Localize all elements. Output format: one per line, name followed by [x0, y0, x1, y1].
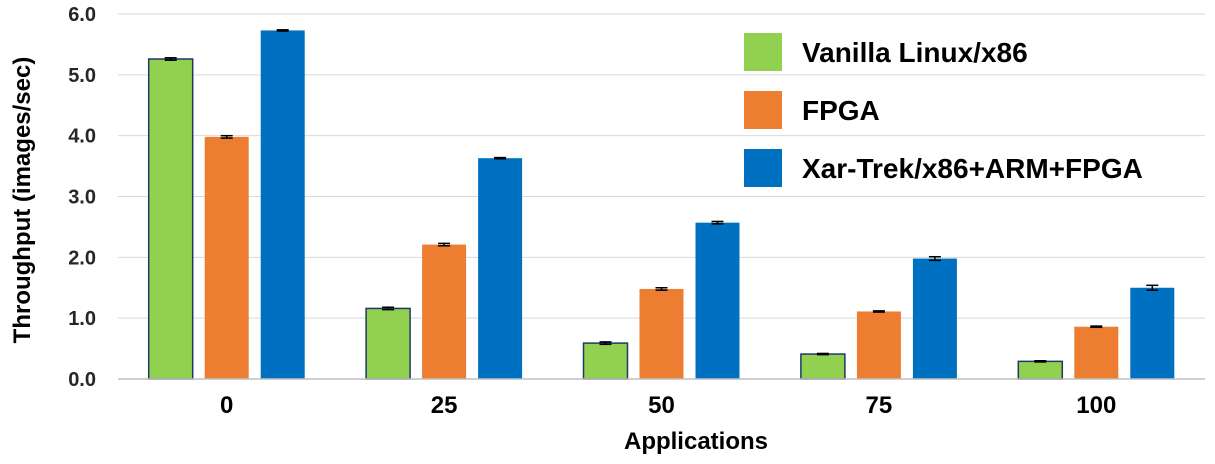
- y-tick-label: 6.0: [68, 4, 96, 26]
- y-axis-title: Throughput (images/sec): [9, 57, 36, 344]
- x-tick-label: 25: [431, 392, 458, 419]
- legend-entry: FPGA: [744, 91, 880, 129]
- bar: [204, 136, 249, 379]
- bar: [365, 307, 411, 380]
- bar: [856, 311, 901, 379]
- legend: Vanilla Linux/x86 FPGA Xar-Trek/x86+ARM+FP…: [744, 33, 1143, 187]
- error-bars: [164, 29, 1159, 363]
- bar: [1074, 326, 1119, 379]
- legend-entry: Xar-Trek/x86+ARM+FPGA: [744, 149, 1143, 187]
- bar: [912, 258, 957, 379]
- x-tick-label: 100: [1076, 392, 1116, 419]
- x-tick-labels: 0 25 50 75 100: [220, 392, 1116, 419]
- bar: [800, 353, 846, 380]
- legend-swatch: [744, 91, 782, 129]
- legend-entry: Vanilla Linux/x86: [744, 33, 1028, 71]
- x-tick-label: 50: [648, 392, 675, 419]
- bar: [147, 58, 194, 380]
- bar: [1017, 360, 1064, 380]
- legend-label: Xar-Trek/x86+ARM+FPGA: [802, 153, 1143, 184]
- error-bar: [816, 352, 829, 356]
- y-tick-labels: 0.0 1.0 2.0 3.0 4.0 5.0 6.0: [68, 4, 96, 391]
- y-tick-label: 0.0: [68, 369, 96, 391]
- error-bar: [276, 29, 289, 32]
- error-bar: [220, 134, 233, 139]
- error-bar: [164, 57, 177, 61]
- error-bar: [1090, 325, 1103, 329]
- y-tick-label: 3.0: [68, 187, 96, 209]
- legend-swatch: [744, 149, 782, 187]
- bars: [147, 30, 1175, 380]
- error-bar: [872, 310, 885, 313]
- bar: [639, 288, 684, 379]
- bar: [582, 342, 629, 380]
- error-bar: [1034, 360, 1047, 363]
- error-bar: [1146, 284, 1159, 291]
- x-tick-label: 0: [220, 392, 233, 419]
- legend-label: FPGA: [802, 95, 880, 126]
- legend-swatch: [744, 33, 782, 71]
- x-tick-label: 75: [866, 392, 893, 419]
- error-bar: [655, 287, 668, 291]
- y-tick-label: 1.0: [68, 308, 96, 330]
- legend-label: Vanilla Linux/x86: [802, 37, 1028, 68]
- x-axis-title: Applications: [624, 428, 768, 455]
- error-bar: [711, 220, 724, 225]
- error-bar: [599, 341, 612, 346]
- error-bar: [382, 306, 395, 311]
- error-bar: [928, 255, 941, 262]
- bar: [1130, 287, 1175, 379]
- bar: [478, 158, 523, 379]
- y-tick-label: 5.0: [68, 65, 96, 87]
- bar: [695, 222, 740, 379]
- y-tick-label: 4.0: [68, 126, 96, 148]
- bar: [260, 30, 305, 380]
- error-bar: [438, 242, 451, 247]
- bar: [422, 244, 467, 379]
- y-tick-label: 2.0: [68, 247, 96, 269]
- error-bar: [494, 156, 507, 160]
